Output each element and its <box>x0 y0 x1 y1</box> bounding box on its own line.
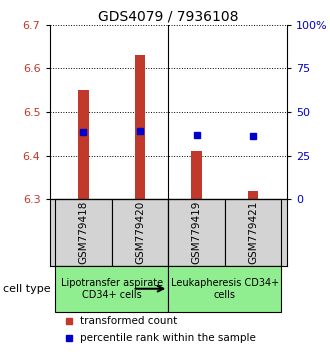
Bar <box>55 199 112 266</box>
Text: GSM779421: GSM779421 <box>248 201 258 264</box>
Text: cell type: cell type <box>3 284 51 294</box>
Bar <box>168 199 225 266</box>
Bar <box>55 266 168 312</box>
Bar <box>78 90 88 199</box>
Text: transformed count: transformed count <box>81 316 178 326</box>
Text: GSM779420: GSM779420 <box>135 201 145 264</box>
Text: GSM779418: GSM779418 <box>79 201 88 264</box>
Bar <box>168 266 281 312</box>
Text: Leukapheresis CD34+
cells: Leukapheresis CD34+ cells <box>171 278 279 299</box>
Bar <box>112 199 168 266</box>
Bar <box>225 199 281 266</box>
Text: Lipotransfer aspirate
CD34+ cells: Lipotransfer aspirate CD34+ cells <box>61 278 163 299</box>
Bar <box>248 191 258 199</box>
Bar <box>135 55 145 199</box>
Text: percentile rank within the sample: percentile rank within the sample <box>81 333 256 343</box>
Title: GDS4079 / 7936108: GDS4079 / 7936108 <box>98 10 239 24</box>
Bar <box>191 152 202 199</box>
Text: GSM779419: GSM779419 <box>192 201 202 264</box>
